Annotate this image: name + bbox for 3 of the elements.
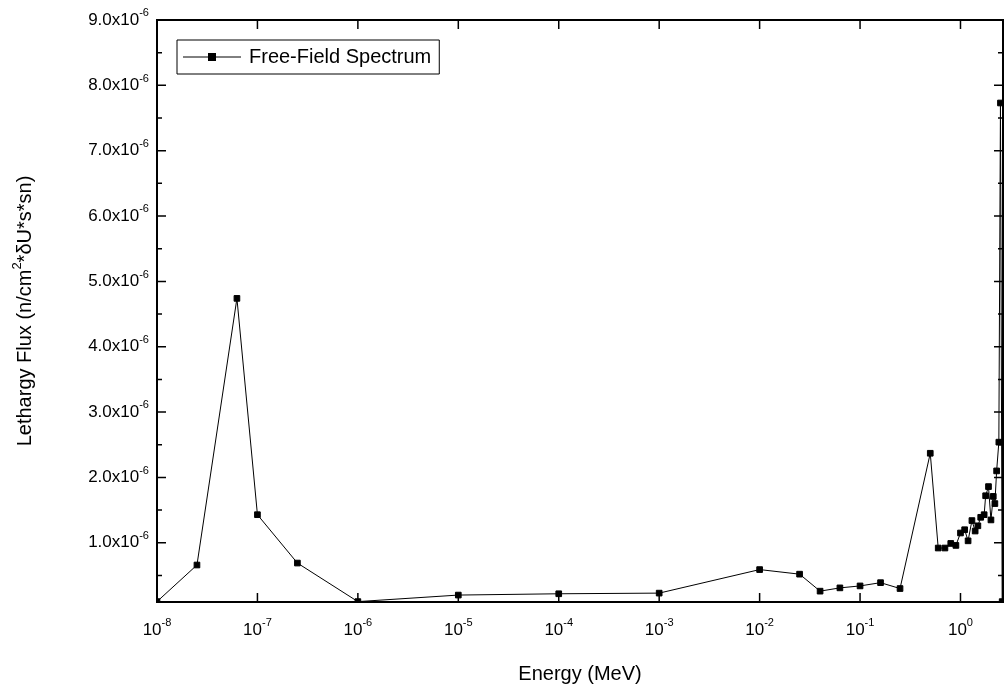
x-axis-title: Energy (MeV): [518, 661, 642, 684]
y-axis-title: Lethargy Flux (n/cm2*δU*s*sn): [8, 175, 35, 447]
legend-label: Free-Field Spectrum: [249, 44, 432, 67]
